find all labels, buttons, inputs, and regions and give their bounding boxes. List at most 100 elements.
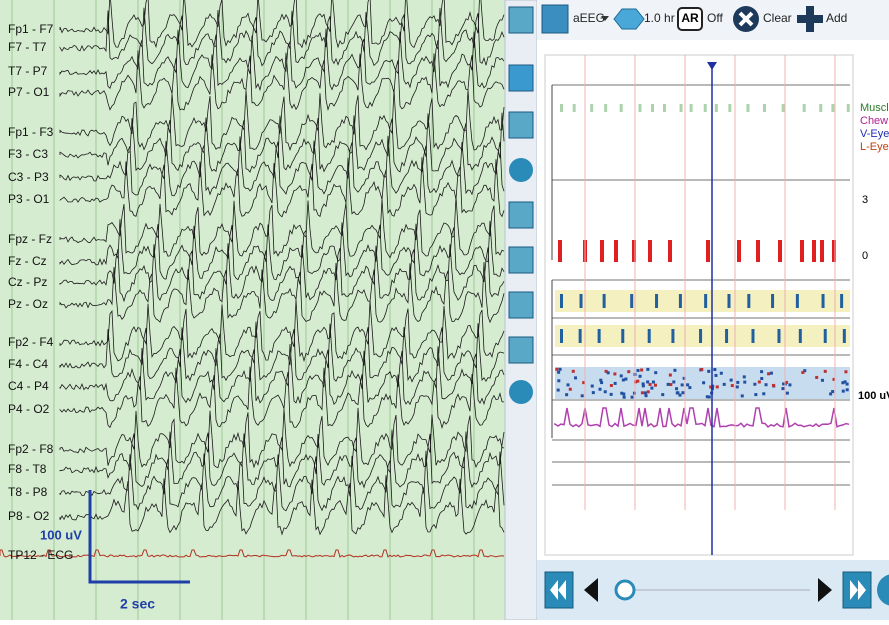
asymmetry-cell <box>686 383 690 387</box>
eeg-trace <box>59 28 505 92</box>
ar-label[interactable]: AR <box>681 11 699 25</box>
asymmetry-cell <box>558 367 562 371</box>
asymmetry-cell <box>598 387 602 391</box>
trend-icon[interactable] <box>541 4 569 34</box>
spectrogram-mark <box>777 329 781 343</box>
channel-label: C4 - P4 <box>8 379 49 393</box>
asymmetry-cell <box>820 378 824 382</box>
asymmetry-cell <box>590 384 594 388</box>
prev-button[interactable] <box>584 578 598 602</box>
channel-label: Cz - Pz <box>8 275 47 289</box>
artifact-mark <box>846 104 850 112</box>
artifact-mark <box>746 104 750 112</box>
artifact-mark <box>560 104 563 112</box>
artifact-label: V-Eye <box>860 128 889 140</box>
asymmetry-cell <box>678 393 682 397</box>
channel-label: T8 - P8 <box>8 485 48 499</box>
asymmetry-cell <box>606 371 610 375</box>
asymmetry-cell <box>600 381 604 385</box>
artifact-mark <box>802 104 806 112</box>
side-button[interactable] <box>508 111 534 139</box>
side-button[interactable] <box>508 201 534 229</box>
side-button[interactable] <box>508 64 534 92</box>
spectrogram-mark <box>621 329 625 343</box>
channel-label: Pz - Oz <box>8 297 48 311</box>
side-button[interactable] <box>508 246 534 274</box>
asymmetry-cell <box>823 369 827 373</box>
asymmetry-cell <box>669 383 673 387</box>
asymmetry-cell <box>680 383 684 387</box>
asymmetry-cell <box>730 384 734 388</box>
next-button[interactable] <box>818 578 832 602</box>
asymmetry-cell <box>603 390 607 394</box>
side-button[interactable] <box>508 336 534 364</box>
asymmetry-cell <box>566 383 570 387</box>
channel-label: Fpz - Fz <box>8 232 52 246</box>
spectrogram-mark <box>727 294 731 308</box>
asymmetry-cell <box>619 374 623 378</box>
seizure-mark <box>706 240 710 262</box>
asymmetry-cell <box>844 370 848 374</box>
spectrogram <box>555 290 850 312</box>
seizure-mark <box>832 240 836 262</box>
channel-label: Fp2 - F8 <box>8 442 54 456</box>
channel-label: F4 - C4 <box>8 357 48 371</box>
channel-label: F7 - T7 <box>8 40 47 54</box>
asymmetry-cell <box>648 382 652 386</box>
side-button[interactable] <box>508 291 534 319</box>
rewind-button[interactable] <box>544 571 574 609</box>
dropdown-arrow <box>601 16 609 21</box>
spectrogram-mark <box>840 294 844 308</box>
duration-icon[interactable] <box>613 8 645 30</box>
spectrogram-mark <box>630 294 634 308</box>
side-button[interactable] <box>508 6 534 34</box>
asymmetry-cell <box>702 381 706 385</box>
asymmetry-cell <box>781 387 785 391</box>
artifact-mark <box>819 104 823 112</box>
channel-label: Fz - Cz <box>8 254 47 268</box>
ar-button[interactable] <box>677 7 703 31</box>
artifact-label: Muscle <box>860 102 889 114</box>
trend-select[interactable]: aEEG <box>573 11 605 25</box>
duration[interactable]: 1.0 hr <box>644 11 675 25</box>
spectrogram-mark <box>771 294 775 308</box>
asymmetry-cell <box>735 385 739 389</box>
ar-state: Off <box>707 11 723 25</box>
asymmetry-cell <box>568 387 572 391</box>
slider-thumb[interactable] <box>614 579 636 601</box>
time-scale: 2 sec <box>120 596 155 612</box>
spectrogram-mark <box>704 294 708 308</box>
play-button[interactable] <box>877 574 889 606</box>
artifact-mark <box>703 104 707 112</box>
side-button[interactable] <box>509 380 533 404</box>
artifact-label: L-Eye <box>860 141 889 153</box>
channel-label: P7 - O1 <box>8 85 50 99</box>
asymmetry-cell <box>654 371 658 375</box>
seizure-mark <box>614 240 618 262</box>
cursor-handle[interactable] <box>707 62 717 70</box>
asymmetry-cell <box>556 388 560 392</box>
ecg-label: TP12 - ECG <box>8 548 73 562</box>
asymmetry-cell <box>620 391 624 395</box>
eeg-trace <box>59 0 505 49</box>
channel-label: Fp1 - F3 <box>8 125 54 139</box>
side-button[interactable] <box>509 158 533 182</box>
asymmetry-cell <box>627 370 631 374</box>
add-button[interactable]: Add <box>826 11 847 25</box>
asymmetry-cell <box>722 382 726 386</box>
spectrogram-mark <box>678 294 682 308</box>
asymmetry-cell <box>767 372 771 376</box>
artifact-mark <box>662 104 666 112</box>
add-icon[interactable] <box>797 6 823 32</box>
asymmetry-cell <box>714 373 718 377</box>
asymmetry-cell <box>634 380 638 384</box>
eeg-trace <box>59 407 505 469</box>
asymmetry-cell <box>700 368 704 372</box>
artifact-mark <box>689 104 693 112</box>
clear-button[interactable]: Clear <box>763 11 792 25</box>
channel-label: P8 - O2 <box>8 509 50 523</box>
asymmetry-cell <box>705 395 709 399</box>
channel-labels: Fp1 - F7 F7 - T7 T7 - P7 P7 - O1 Fp1 - F3 F3 … <box>8 22 73 562</box>
seizure-mark <box>632 240 636 262</box>
artifact-mark <box>572 104 576 112</box>
